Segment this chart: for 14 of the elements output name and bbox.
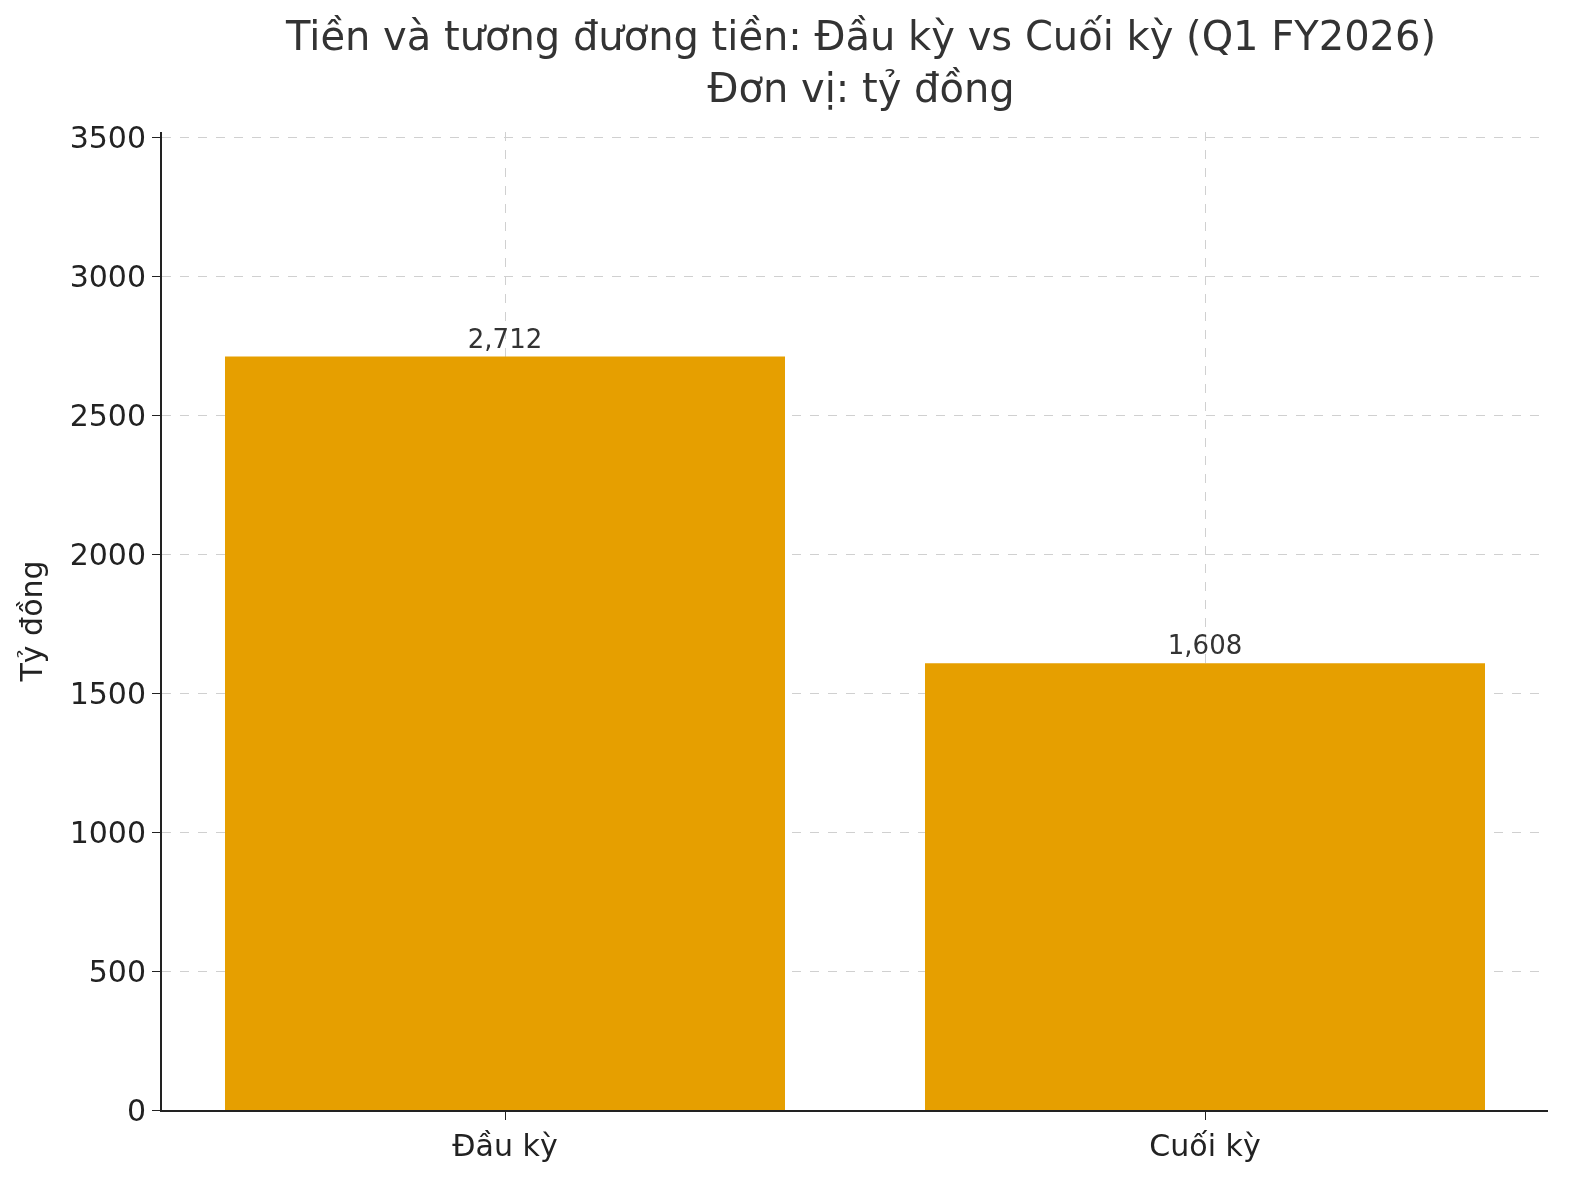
data-label: 2,712 [467,323,543,354]
data-label: 1,608 [1167,630,1243,661]
y-tick-label: 1500 [69,675,146,711]
y-tick-label: 2500 [69,397,146,433]
y-tick-label: 500 [88,953,146,989]
x-tick-label: Cuối kỳ [1149,1128,1261,1163]
x-tick-label: Đầu kỳ [452,1128,558,1163]
y-tick-label: 0 [126,1092,146,1128]
y-tick-label: 1000 [69,814,146,850]
y-tick-label: 2000 [69,536,146,572]
y-axis-title: Tỷ đồng [14,560,50,683]
y-tick-label: 3500 [69,120,146,156]
y-tick-label: 3000 [69,258,146,294]
chart-title: Tiền và tương đương tiền: Đầu kỳ vs Cuối kỳ (Q1 FY2026) Đơn vị: tỷ đồng [285,12,1437,111]
